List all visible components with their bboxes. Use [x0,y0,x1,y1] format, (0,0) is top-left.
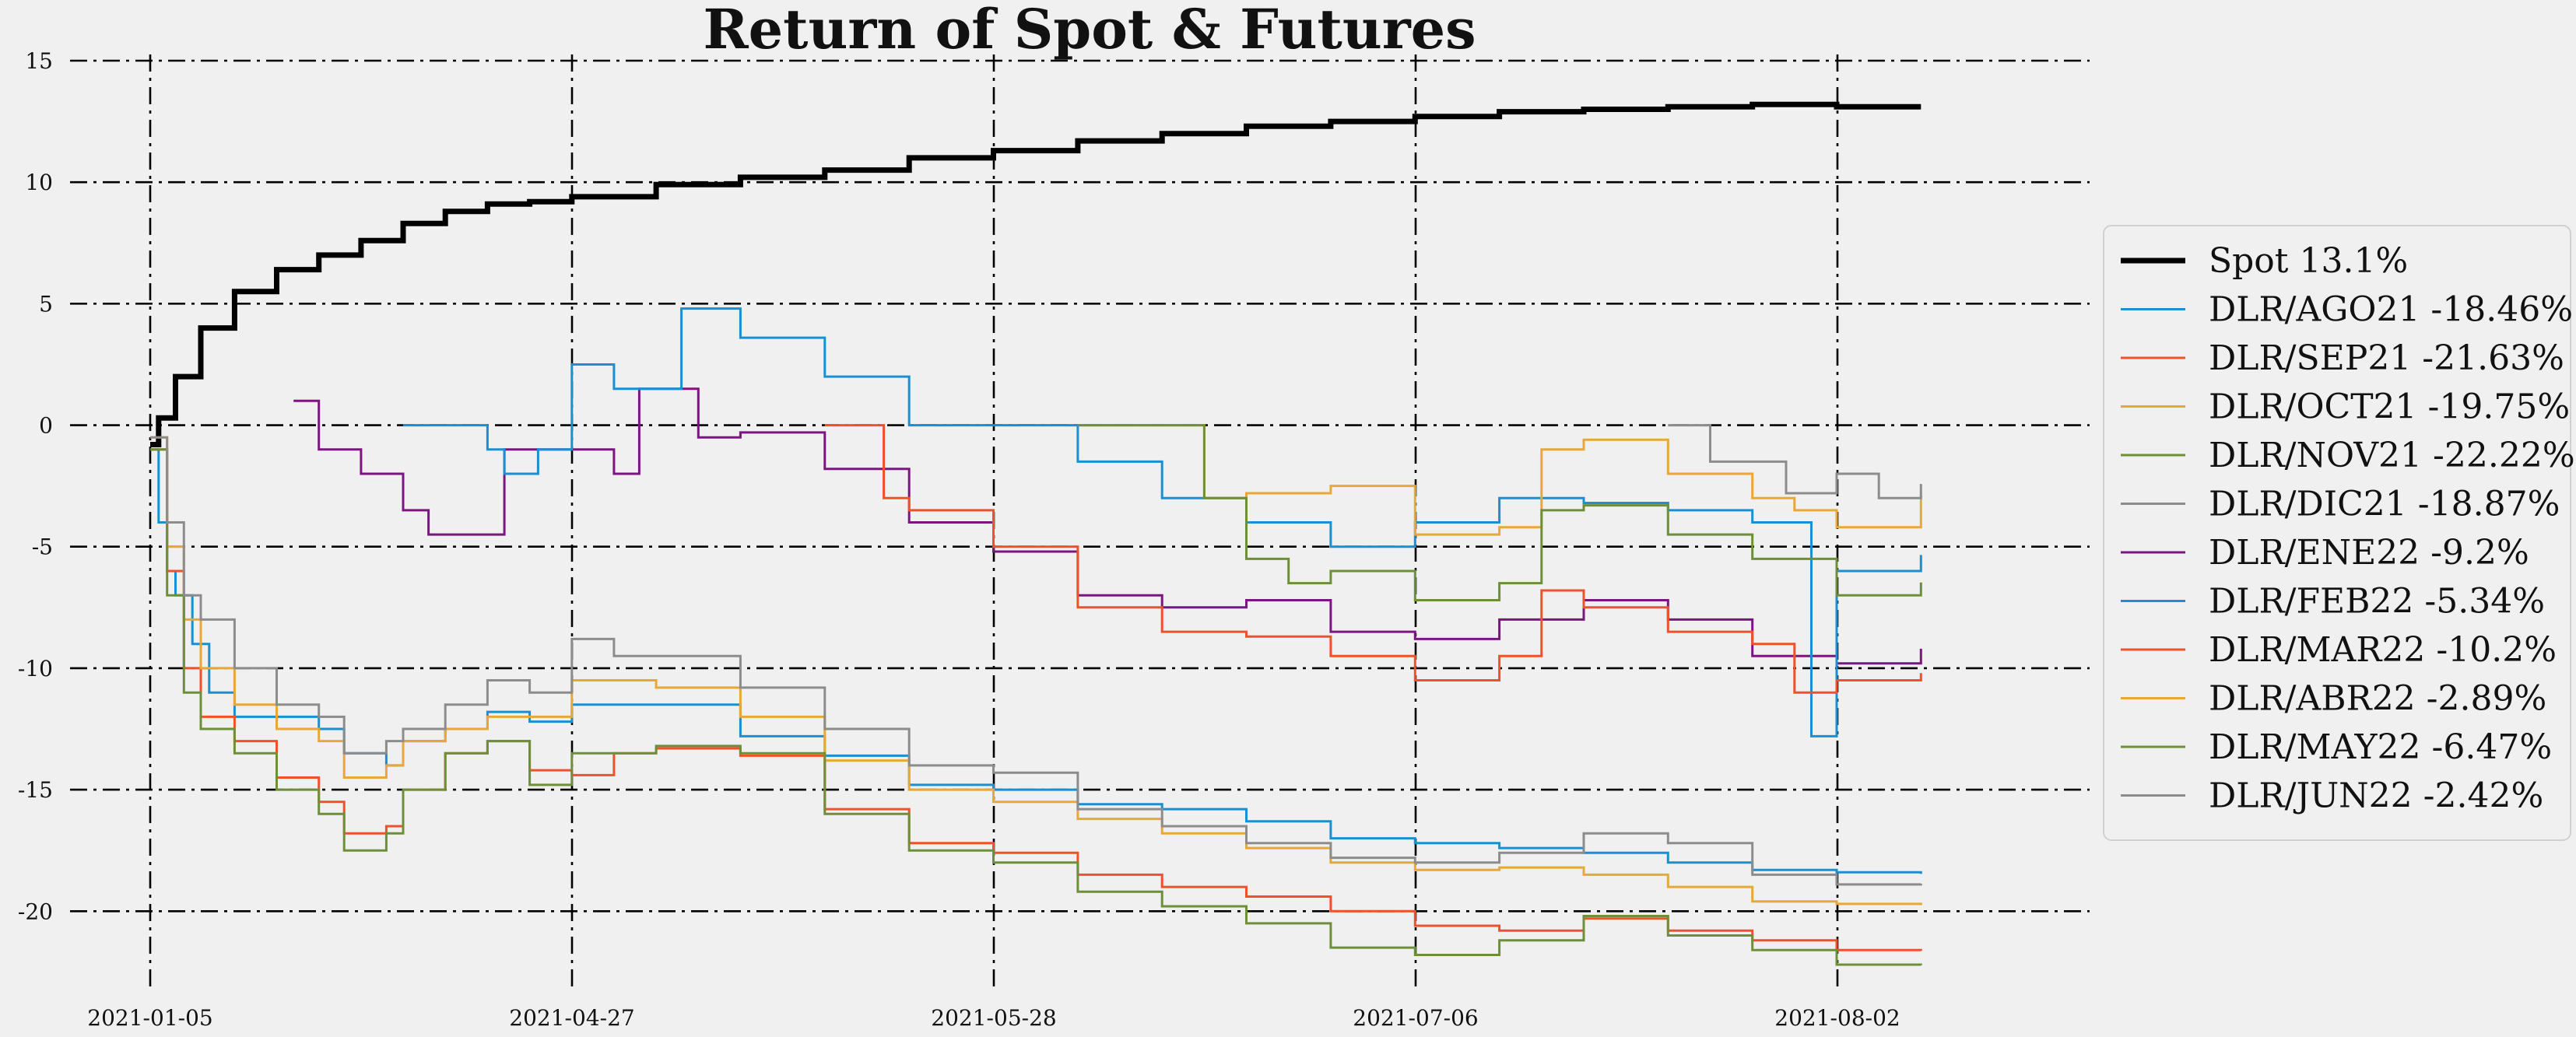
y-tick-label: -5 [32,534,53,560]
series-line [403,307,1922,737]
series-line [1668,424,1922,499]
legend-frame [2103,225,2571,841]
series-line [1077,424,1922,601]
legend-label: DLR/MAY22 -6.47% [2209,727,2552,767]
legend-label: DLR/SEP21 -21.63% [2209,338,2564,378]
series-line [150,101,1921,447]
x-tick-label: 2021-04-27 [509,1005,634,1031]
legend-label: DLR/NOV21 -22.22% [2209,436,2575,475]
legend-label: DLR/MAR22 -10.2% [2209,630,2557,670]
legend-label: DLR/ABR22 -2.89% [2209,679,2546,719]
y-tick-label: 15 [25,48,53,74]
y-tick-label: -20 [18,899,53,924]
x-tick-label: 2021-07-06 [1353,1005,1478,1031]
legend-label: DLR/FEB22 -5.34% [2209,582,2545,622]
tick-layer: -20 -15 -10 -5 0 5 10 15 2021-01-05 2021-04-27 202… [18,48,1900,1031]
legend-label: DLR/JUN22 -2.42% [2209,776,2543,816]
legend-label: DLR/ENE22 -9.2% [2209,533,2529,573]
legend-label: DLR/DIC21 -18.87% [2209,485,2560,524]
y-tick-label: 5 [39,291,53,317]
legend-label: Spot 13.1% [2209,241,2408,281]
legend-label: DLR/OCT21 -19.75% [2209,387,2570,427]
series-line [150,436,1922,886]
legend-label: DLR/AGO21 -18.46% [2209,290,2573,330]
y-tick-label: -10 [18,656,53,681]
series-line [150,448,1922,874]
series-line [824,424,1922,694]
legend: Spot 13.1% DLR/AGO21 -18.46% DLR/SEP21 -21… [2103,225,2575,841]
x-tick-label: 2021-08-02 [1774,1005,1900,1031]
series-layer [150,101,1922,966]
series-line [150,436,1922,906]
y-tick-label: -15 [18,777,53,803]
y-tick-label: 10 [25,170,53,195]
x-tick-label: 2021-01-05 [87,1005,212,1031]
series-line [150,448,1922,966]
y-tick-label: 0 [39,413,53,439]
chart-title: Return of Spot & Futures [703,0,1476,61]
x-tick-label: 2021-05-28 [931,1005,1056,1031]
